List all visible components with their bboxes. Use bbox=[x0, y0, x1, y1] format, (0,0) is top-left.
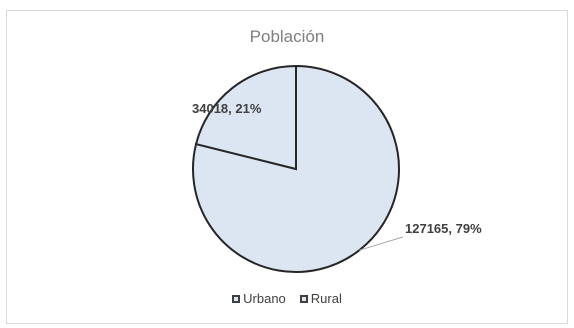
leader-line-urbano bbox=[359, 236, 404, 251]
legend-label-urbano: Urbano bbox=[243, 291, 286, 306]
legend-label-rural: Rural bbox=[310, 291, 342, 306]
data-label-urbano: 127165, 79% bbox=[405, 221, 482, 236]
chart-frame: Población 34018, 21% 127165, 79% Urbano … bbox=[6, 10, 568, 324]
chart-title: Población bbox=[249, 27, 325, 46]
pie-slice-urbano[interactable] bbox=[192, 64, 400, 273]
pie-chart bbox=[192, 64, 404, 273]
legend-item-rural[interactable]: Rural bbox=[299, 291, 342, 306]
legend: Urbano Rural bbox=[7, 291, 567, 306]
legend-swatch-urbano bbox=[232, 294, 241, 303]
pie-slice-rural[interactable] bbox=[194, 64, 297, 171]
data-label-rural: 34018, 21% bbox=[192, 101, 262, 116]
legend-item-urbano[interactable]: Urbano bbox=[232, 291, 286, 306]
legend-swatch-rural bbox=[299, 294, 308, 303]
